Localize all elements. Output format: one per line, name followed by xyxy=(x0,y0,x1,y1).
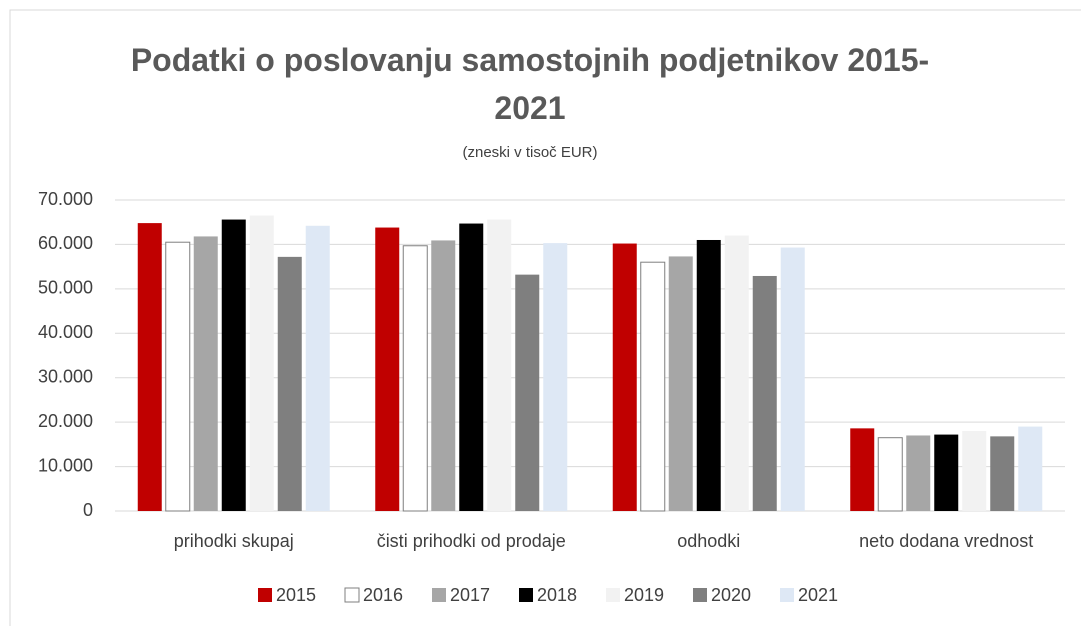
y-tick-label: 50.000 xyxy=(38,278,93,298)
legend-label: 2016 xyxy=(363,585,403,605)
bar xyxy=(990,436,1015,511)
bar xyxy=(165,241,191,512)
bar xyxy=(515,274,540,511)
legend-label: 2019 xyxy=(624,585,664,605)
bar xyxy=(375,227,400,511)
legend-swatch xyxy=(344,587,360,603)
legend-swatch xyxy=(258,588,272,602)
bar xyxy=(612,243,637,512)
bar xyxy=(1018,426,1043,511)
bar xyxy=(249,215,274,512)
bar xyxy=(752,275,777,511)
y-tick-label: 60.000 xyxy=(38,233,93,253)
legend-label: 2017 xyxy=(450,585,490,605)
bar xyxy=(850,428,875,511)
legend-label: 2020 xyxy=(711,585,751,605)
bar xyxy=(137,223,162,512)
bar xyxy=(877,437,903,512)
y-tick-label: 20.000 xyxy=(38,411,93,431)
chart-subtitle: (zneski v tisoč EUR) xyxy=(462,144,597,161)
legend-label: 2018 xyxy=(537,585,577,605)
legend-swatch xyxy=(693,588,707,602)
bar xyxy=(487,219,512,511)
bar xyxy=(277,256,302,511)
y-tick-label: 0 xyxy=(83,500,93,520)
bar xyxy=(221,219,246,511)
bar xyxy=(724,235,749,512)
bar xyxy=(402,245,428,512)
y-tick-label: 30.000 xyxy=(38,366,93,386)
y-tick-label: 40.000 xyxy=(38,322,93,342)
bar xyxy=(459,223,484,511)
legend-label: 2021 xyxy=(798,585,838,605)
x-tick-label: neto dodana vrednost xyxy=(859,531,1033,551)
chart-title: Podatki o poslovanju samostojnih podjetn… xyxy=(130,42,930,126)
y-tick-label: 70.000 xyxy=(38,189,93,209)
legend-swatch xyxy=(606,588,620,602)
x-tick-label: čisti prihodki od prodaje xyxy=(377,531,566,551)
x-tick-label: prihodki skupaj xyxy=(174,531,294,551)
bar xyxy=(193,236,218,511)
bar xyxy=(934,434,959,511)
legend-swatch xyxy=(780,588,794,602)
bar xyxy=(543,243,568,512)
bar xyxy=(305,225,330,512)
legend-swatch xyxy=(519,588,533,602)
chart-border xyxy=(9,9,1081,626)
bar xyxy=(780,247,805,511)
legend-swatch xyxy=(432,588,446,602)
bar xyxy=(962,431,987,511)
x-tick-label: odhodki xyxy=(677,531,740,551)
bar xyxy=(906,435,931,511)
bar xyxy=(640,261,666,512)
bar xyxy=(431,240,456,511)
bar xyxy=(668,256,693,511)
legend-label: 2015 xyxy=(276,585,316,605)
y-tick-label: 10.000 xyxy=(38,455,93,475)
bar xyxy=(696,239,721,511)
